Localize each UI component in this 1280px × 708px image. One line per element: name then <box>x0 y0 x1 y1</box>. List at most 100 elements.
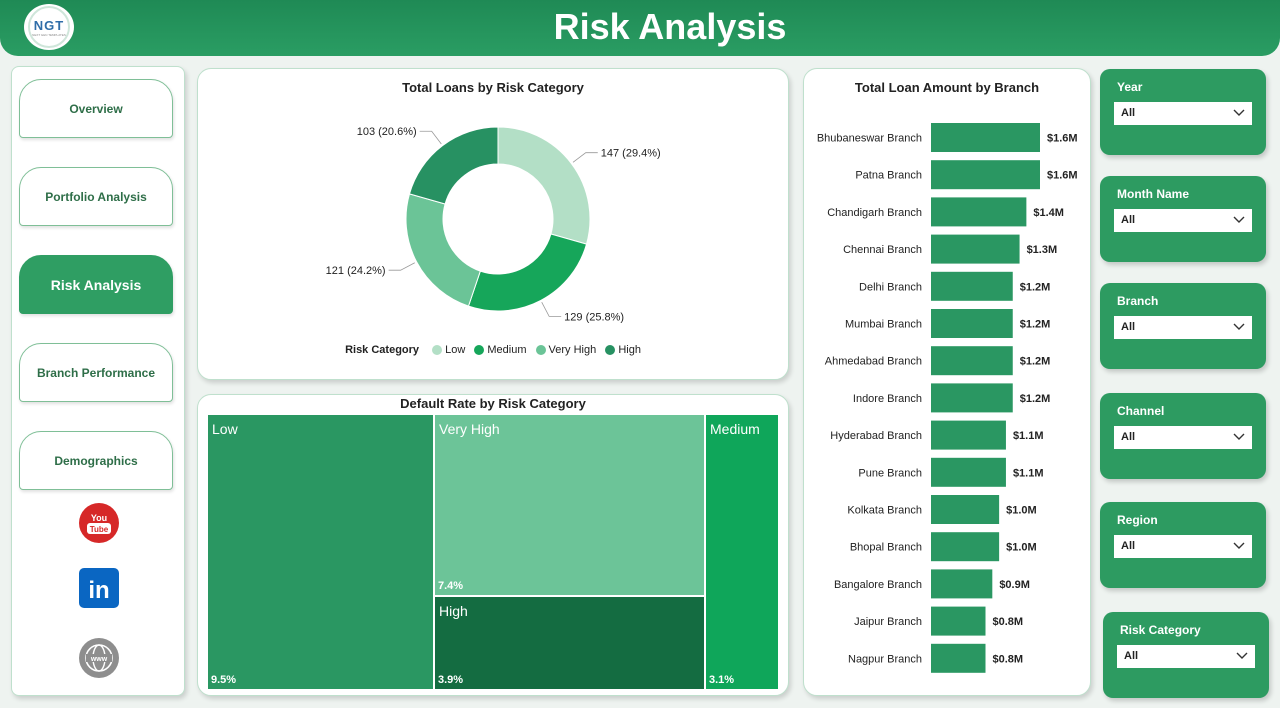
bar-value-label: $1.0M <box>1006 505 1037 517</box>
bar-category-label: Patna Branch <box>855 170 922 182</box>
bar-category-label: Bhubaneswar Branch <box>817 133 922 145</box>
svg-text:www: www <box>90 656 108 663</box>
channel-dropdown-value: All <box>1121 431 1136 443</box>
channel-dropdown[interactable]: All <box>1114 426 1252 449</box>
month-name-dropdown-value: All <box>1121 214 1136 226</box>
donut-slice-high[interactable] <box>408 126 499 205</box>
risk-category-dropdown[interactable]: All <box>1117 645 1255 668</box>
treemap-medium-value: 3.1% <box>709 674 735 686</box>
treemap-cell-very-high[interactable]: Very High 7.4% <box>435 415 706 597</box>
logo-text: NGT <box>33 17 65 33</box>
treemap-very-high-label: Very High <box>439 421 500 437</box>
bar-chennai-branch[interactable] <box>931 234 1020 264</box>
bar-nagpur-branch[interactable] <box>931 643 986 673</box>
month-name-dropdown[interactable]: All <box>1114 209 1252 232</box>
bar-category-label: Indore Branch <box>853 393 922 405</box>
bar-value-label: $0.8M <box>993 653 1024 665</box>
donut-slice-medium[interactable] <box>467 233 588 312</box>
legend-medium-label: Medium <box>487 344 527 357</box>
nav-overview-button[interactable]: Overview <box>19 79 173 138</box>
bar-category-label: Pune Branch <box>858 467 922 479</box>
donut-chart: 147 (29.4%) 129 (25.8%) 121 (24.2%) 103 (20… <box>326 126 661 323</box>
bar-category-label: Kolkata Branch <box>847 505 922 517</box>
bar-kolkata-branch[interactable] <box>931 495 1000 524</box>
nav-demographics-button[interactable]: Demographics <box>19 431 173 490</box>
nav-branch-performance-button[interactable]: Branch Performance <box>19 343 173 402</box>
bar-value-label: $1.3M <box>1027 244 1058 256</box>
website-globe-icon[interactable]: www <box>78 637 120 679</box>
branch-slicer: Branch All <box>1100 283 1266 369</box>
chevron-down-icon <box>1233 323 1245 330</box>
youtube-icon[interactable]: You Tube <box>78 502 120 544</box>
chevron-down-icon <box>1233 433 1245 440</box>
nav-portfolio-analysis-button[interactable]: Portfolio Analysis <box>19 167 173 226</box>
bar-hyderabad-branch[interactable] <box>931 420 1006 450</box>
donut-slice-low[interactable] <box>497 126 591 245</box>
bar-category-label: Nagpur Branch <box>848 653 922 665</box>
treemap-cell-high[interactable]: High 3.9% <box>435 597 706 691</box>
chevron-down-icon <box>1233 542 1245 549</box>
bar-pune-branch[interactable] <box>931 457 1006 487</box>
branch-bar-chart: Bhubaneswar Branch $1.6M Patna Branch $1.6M… <box>817 123 1078 673</box>
legend-very-high-swatch <box>535 345 546 356</box>
branch-dropdown-value: All <box>1121 321 1136 333</box>
bar-bhubaneswar-branch[interactable] <box>931 123 1040 152</box>
bar-bhopal-branch[interactable] <box>931 532 1000 562</box>
bar-jaipur-branch[interactable] <box>931 606 986 636</box>
nav-risk-analysis-button[interactable]: Risk Analysis <box>19 255 173 314</box>
treemap-title: Default Rate by Risk Category <box>400 396 586 411</box>
bar-indore-branch[interactable] <box>931 383 1013 413</box>
donut-leader-line <box>388 262 415 271</box>
bar-delhi-branch[interactable] <box>931 271 1013 301</box>
bar-ahmedabad-branch[interactable] <box>931 346 1013 376</box>
chevron-down-icon <box>1233 109 1245 116</box>
treemap-cell-low[interactable]: Low 9.5% <box>208 415 435 691</box>
treemap-medium-label: Medium <box>710 421 760 437</box>
treemap-high-value: 3.9% <box>438 674 464 686</box>
svg-text:Tube: Tube <box>90 525 109 534</box>
donut-slice-very-high[interactable] <box>405 193 481 307</box>
svg-text:You: You <box>91 513 107 523</box>
bar-category-label: Ahmedabad Branch <box>825 356 922 368</box>
company-logo: NGT NEXT GEN TEMPLATES <box>24 4 74 50</box>
region-dropdown-value: All <box>1121 540 1136 552</box>
bar-value-label: $1.6M <box>1047 170 1078 182</box>
svg-text:in: in <box>88 577 109 604</box>
bar-mumbai-branch[interactable] <box>931 309 1013 338</box>
bar-value-label: $1.2M <box>1020 319 1051 331</box>
bar-category-label: Delhi Branch <box>859 281 922 293</box>
branch-dropdown[interactable]: All <box>1114 316 1252 339</box>
bar-value-label: $1.2M <box>1020 356 1051 368</box>
bar-category-label: Hyderabad Branch <box>830 430 922 442</box>
year-slicer-label: Year <box>1117 80 1143 94</box>
bar-bangalore-branch[interactable] <box>931 569 993 599</box>
donut-data-label: 129 (25.8%) <box>564 311 624 323</box>
bar-value-label: $1.6M <box>1047 133 1078 145</box>
treemap-cell-medium[interactable]: Medium 3.1% <box>706 415 778 691</box>
legend-high-swatch <box>605 345 616 356</box>
region-slicer-label: Region <box>1117 513 1158 527</box>
branch-slicer-label: Branch <box>1117 294 1159 308</box>
channel-slicer: Channel All <box>1100 393 1266 479</box>
logo-subtext: NEXT GEN TEMPLATES <box>32 32 66 37</box>
legend-low-label: Low <box>445 344 466 357</box>
donut-legend: Risk Category Low Medium Very High High <box>198 344 788 356</box>
year-dropdown[interactable]: All <box>1114 102 1252 125</box>
bar-patna-branch[interactable] <box>931 160 1040 190</box>
bar-chandigarh-branch[interactable] <box>931 197 1027 227</box>
region-slicer: Region All <box>1100 502 1266 588</box>
treemap-high-label: High <box>439 603 468 619</box>
donut-data-label: 103 (20.6%) <box>357 126 417 138</box>
month-name-slicer-label: Month Name <box>1117 187 1189 201</box>
treemap-low-value: 9.5% <box>211 674 237 686</box>
treemap-low-label: Low <box>212 421 238 437</box>
donut-chart-card: Total Loans by Risk Category 147 (29.4%)… <box>197 68 789 380</box>
donut-leader-line <box>572 152 598 163</box>
region-dropdown[interactable]: All <box>1114 535 1252 558</box>
bar-value-label: $1.4M <box>1033 207 1064 219</box>
linkedin-icon[interactable]: in <box>78 567 120 609</box>
donut-leader-line <box>419 130 442 145</box>
bar-value-label: $1.1M <box>1013 467 1044 479</box>
legend-high-label: High <box>618 344 641 357</box>
nav-panel: Overview Portfolio Analysis Risk Analysi… <box>11 66 185 696</box>
